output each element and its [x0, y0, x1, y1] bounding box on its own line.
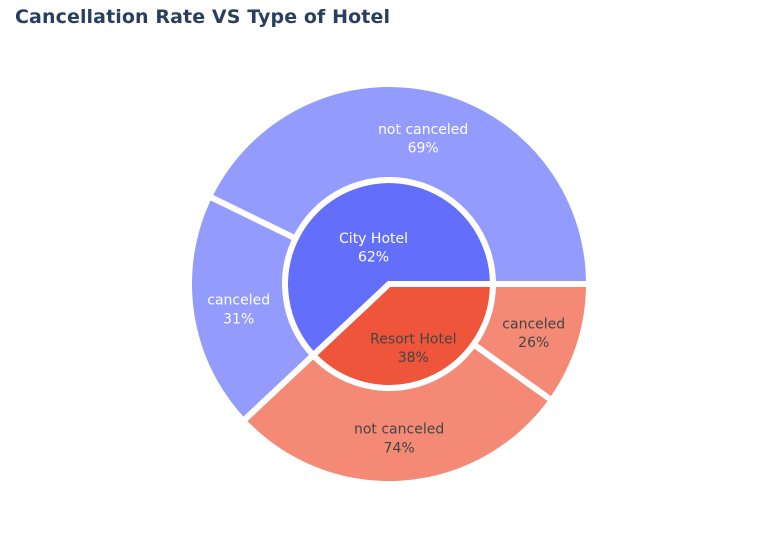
outer-label-resort-hotel-not-canceled: not canceled 74%	[354, 422, 444, 457]
outer-label-resort-hotel-canceled: canceled 26%	[502, 316, 565, 351]
labels-group: Resort Hotel 38% City Hotel 62% canceled 26% n…	[207, 122, 565, 457]
inner-label-city-hotel: City Hotel 62%	[339, 231, 408, 266]
outer-label-city-hotel-canceled: canceled 31%	[207, 293, 270, 328]
outer-label-city-hotel-not-canceled: not canceled 69%	[378, 122, 468, 157]
outer-segment-resort-hotel-not-canceled[interactable]	[238, 340, 556, 487]
outer-segment-city-hotel-not-canceled[interactable]	[205, 81, 593, 287]
chart-title: Cancellation Rate VS Type of Hotel	[15, 6, 391, 28]
inner-label-resort-hotel: Resort Hotel 38%	[370, 331, 456, 366]
outer-segment-city-hotel-canceled[interactable]	[186, 192, 318, 426]
segments-group	[186, 81, 593, 487]
